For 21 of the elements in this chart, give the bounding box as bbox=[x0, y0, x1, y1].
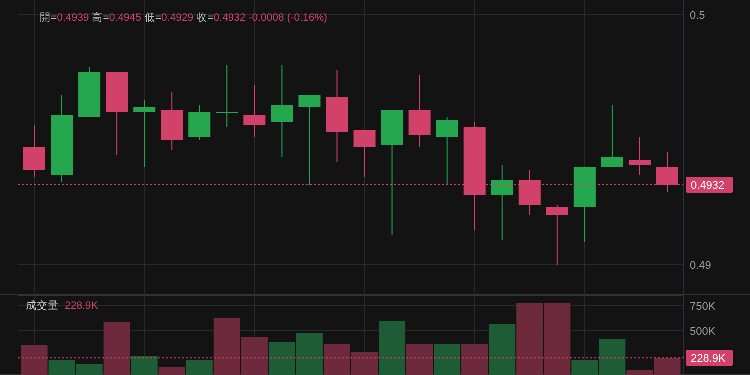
y-tick-label: 0.5 bbox=[690, 10, 706, 22]
candlestick bbox=[628, 137, 651, 176]
candlestick bbox=[216, 64, 238, 128]
candlestick bbox=[601, 104, 624, 168]
candlestick bbox=[298, 94, 321, 186]
text: 開=0.4939 高=0.4945 低=0.4929 收=0.4932 -0.0008 (-0.16%) bbox=[40, 12, 328, 24]
candlestick bbox=[24, 124, 46, 178]
candlestick bbox=[491, 164, 514, 240]
candlestick bbox=[134, 100, 156, 168]
y-tick-label: 0.49 bbox=[690, 260, 712, 272]
y-tick-label: 500K bbox=[690, 326, 716, 338]
candlestick bbox=[271, 64, 294, 158]
candlestick bbox=[546, 204, 568, 266]
text: 成交量 bbox=[26, 299, 59, 312]
candlestick bbox=[354, 130, 376, 178]
ref-line-label: 228.9K bbox=[691, 352, 727, 365]
candlestick bbox=[244, 84, 266, 138]
ref-line-label: 0.4932 bbox=[691, 180, 725, 192]
annotation: 228.9K bbox=[65, 300, 98, 312]
candlestick bbox=[436, 117, 458, 186]
y-tick-label: 750K bbox=[690, 300, 716, 313]
